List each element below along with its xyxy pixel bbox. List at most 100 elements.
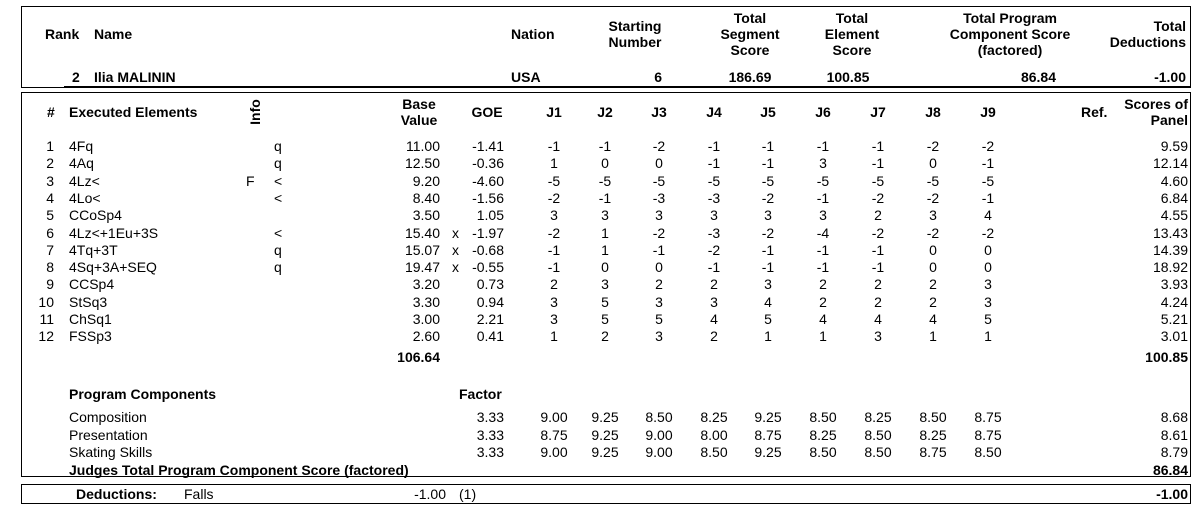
element-number: 12 — [38, 328, 54, 345]
skater-pcs: 86.84 — [1020, 69, 1056, 85]
component-judge-score: 9.00 — [645, 426, 673, 443]
judge-header-j4: J4 — [706, 104, 722, 120]
component-judge-score: 8.75 — [540, 426, 568, 443]
nation-label: Nation — [511, 26, 555, 42]
element-judge-score: -2 — [981, 138, 995, 154]
element-judge-score: -2 — [761, 224, 775, 241]
element-judge-score: 0 — [984, 241, 992, 258]
element-goe: 0.41 — [476, 328, 504, 345]
component-judge-score: 8.75 — [974, 409, 1002, 425]
element-judge-score: -1 — [547, 138, 561, 154]
element-base-value: 15.07 — [404, 241, 440, 258]
element-name: 4Lo< — [69, 189, 101, 206]
tss-label: Total Segment Score — [720, 10, 780, 58]
component-panel-score: 8.61 — [1160, 426, 1188, 443]
component-judge-score: 8.25 — [864, 409, 892, 425]
element-panel-score: 4.60 — [1160, 172, 1188, 189]
component-judge-score: 8.50 — [645, 409, 673, 425]
total-base-value: 106.64 — [397, 349, 440, 365]
component-judge-score: 9.00 — [540, 409, 568, 425]
element-goe: -0.68 — [472, 241, 504, 258]
element-judge-score: 2 — [655, 276, 663, 293]
element-panel-score: 4.24 — [1160, 293, 1188, 310]
element-judge-score: -3 — [707, 224, 721, 241]
element-judge-score: -2 — [981, 224, 995, 241]
element-judge-score: -1 — [707, 138, 721, 154]
element-judge-score: -2 — [652, 138, 666, 154]
element-goe: -1.41 — [472, 138, 504, 154]
deductions-total: -1.00 — [1156, 486, 1188, 502]
element-panel-score: 3.01 — [1160, 328, 1188, 345]
element-name: 4Tq+3T — [69, 241, 118, 258]
element-goe: -1.97 — [472, 224, 504, 241]
element-panel-score: 6.84 — [1160, 189, 1188, 206]
element-name: FSSp3 — [69, 328, 112, 345]
judge-header-j1: J1 — [546, 104, 562, 120]
element-judge-score: -1 — [981, 155, 995, 172]
element-number: 8 — [46, 259, 54, 276]
component-judge-score: 8.00 — [700, 426, 728, 443]
element-judge-score: -1 — [547, 259, 561, 276]
pcs-label: Total Program Component Score (factored) — [949, 10, 1071, 58]
element-judge-score: 3 — [984, 293, 992, 310]
element-judge-score: -1 — [871, 138, 885, 154]
elements-box — [21, 92, 1191, 477]
element-judge-score: -5 — [926, 172, 940, 189]
element-base-value: 3.30 — [412, 293, 440, 310]
element-judge-score: -1 — [707, 155, 721, 172]
element-judge-score: -1 — [871, 259, 885, 276]
element-number: 10 — [38, 293, 54, 310]
element-x-mark: x — [452, 259, 459, 276]
skater-nation: USA — [511, 69, 541, 85]
deductions-row-label: Deductions: — [76, 486, 157, 502]
element-judge-score: 3 — [819, 207, 827, 224]
element-judge-score: 1 — [550, 155, 558, 172]
name-label: Name — [94, 26, 133, 42]
factor-header: Factor — [459, 386, 502, 402]
element-judge-score: 2 — [710, 328, 718, 345]
deductions-type: Falls — [184, 486, 214, 502]
component-judge-score: 9.25 — [754, 444, 782, 460]
element-panel-score: 14.39 — [1152, 241, 1188, 258]
component-factor: 3.33 — [476, 409, 504, 425]
component-judge-score: 9.00 — [540, 444, 568, 460]
element-judge-score: -1 — [816, 138, 830, 154]
element-judge-score: 0 — [655, 155, 663, 172]
element-judge-score: -1 — [547, 241, 561, 258]
component-judge-score: 8.50 — [809, 444, 837, 460]
element-judge-score: 3 — [710, 293, 718, 310]
element-judge-score: 4 — [874, 311, 882, 327]
component-judge-score: 8.25 — [919, 426, 947, 443]
element-info: q — [274, 138, 282, 154]
element-name: CCoSp4 — [69, 207, 122, 224]
element-judge-score: 5 — [655, 311, 663, 327]
component-judge-score: 8.50 — [864, 444, 892, 460]
component-judge-score: 8.75 — [974, 426, 1002, 443]
skater-tes: 100.85 — [826, 69, 870, 85]
element-name: 4Fq — [69, 138, 94, 154]
element-judge-score: 1 — [601, 241, 609, 258]
judge-header-j3: J3 — [651, 104, 667, 120]
element-judge-score: 5 — [601, 293, 609, 310]
element-judge-score: 3 — [984, 276, 992, 293]
judge-header-j5: J5 — [760, 104, 776, 120]
components-total-score: 86.84 — [1152, 462, 1188, 478]
element-judge-score: -2 — [871, 224, 885, 241]
element-judge-score: -1 — [707, 259, 721, 276]
element-judge-score: -2 — [652, 224, 666, 241]
skater-deductions: -1.00 — [1154, 69, 1186, 85]
deductions-box — [21, 484, 1191, 504]
element-info: < — [274, 172, 283, 189]
total-elements-score: 100.85 — [1145, 349, 1188, 365]
element-info: q — [274, 259, 282, 276]
skater-tss: 186.69 — [728, 69, 772, 85]
element-number: 9 — [46, 276, 54, 293]
element-judge-score: 2 — [874, 293, 882, 310]
element-judge-score: -1 — [598, 189, 612, 206]
component-panel-score: 8.79 — [1160, 444, 1188, 460]
element-judge-score: -5 — [761, 172, 775, 189]
element-judge-score: 3 — [550, 311, 558, 327]
element-judge-score: -1 — [761, 259, 775, 276]
element-judge-score: -5 — [816, 172, 830, 189]
element-judge-score: -2 — [707, 241, 721, 258]
